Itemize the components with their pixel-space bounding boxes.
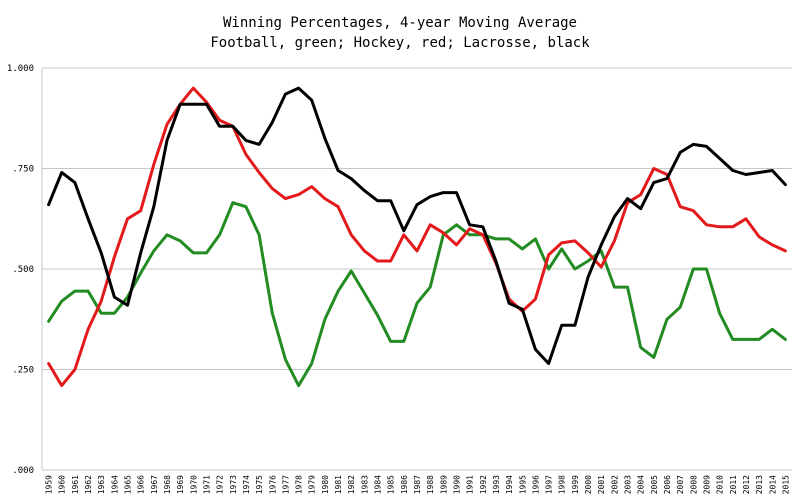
x-tick-label: 2002 [610,475,619,494]
x-tick-label: 1987 [413,475,422,494]
x-tick-label: 1962 [84,475,93,494]
x-tick-label: 2001 [597,475,606,494]
x-tick-label: 1984 [374,475,383,494]
x-tick-label: 1977 [281,475,290,494]
x-tick-label: 1996 [531,475,540,494]
chart-title: Winning Percentages, 4-year Moving Avera… [223,15,577,31]
x-tick-label: 1995 [518,475,527,494]
y-tick-label: .000 [12,466,34,476]
x-tick-label: 1986 [400,475,409,494]
x-tick-labels: 1959 1960 1961 1962 1963 1964 1965 1966 1967 1968… [45,475,791,494]
series-lines [47,86,787,388]
x-tick-label: 2014 [768,475,777,494]
y-tick-labels: .000 .250 .500 .750 1.000 [7,64,34,476]
series-line-0 [47,201,787,388]
y-tick-label: .500 [12,265,34,275]
x-tick-label: 2007 [676,475,685,494]
x-tick-label: 1972 [216,475,225,494]
x-tick-label: 2013 [755,475,764,494]
series-line-2 [47,86,787,365]
series-line-1 [47,86,787,388]
x-tick-label: 2004 [637,475,646,494]
x-tick-label: 2000 [584,475,593,494]
x-tick-label: 1985 [387,475,396,494]
x-tick-label: 1993 [492,475,501,494]
x-tick-label: 2012 [742,475,751,494]
x-tick-label: 1979 [308,475,317,494]
x-tick-label: 1959 [45,475,54,494]
chart-subtitle: Football, green; Hockey, red; Lacrosse, … [210,35,590,51]
x-tick-label: 1998 [558,475,567,494]
x-tick-label: 1981 [334,475,343,494]
x-tick-label: 1983 [360,475,369,494]
x-tick-label: 2008 [689,475,698,494]
x-tick-label: 1968 [163,475,172,494]
x-tick-label: 1974 [242,475,251,494]
x-tick-label: 1997 [545,475,554,494]
x-tick-label: 1990 [452,475,461,494]
x-tick-label: 1980 [321,475,330,494]
x-tick-label: 1966 [137,475,146,494]
x-tick-label: 2011 [729,475,738,494]
x-tick-label: 1992 [479,475,488,494]
x-tick-label: 1982 [347,475,356,494]
x-tick-label: 2006 [663,475,672,494]
x-tick-label: 2015 [781,475,790,494]
x-tick-label: 2010 [716,475,725,494]
x-tick-label: 1964 [110,475,119,494]
y-tick-label: .750 [12,165,34,175]
x-tick-label: 1976 [268,475,277,494]
x-tick-label: 1969 [176,475,185,494]
x-tick-label: 2005 [650,475,659,494]
x-tick-label: 1965 [124,475,133,494]
x-tick-label: 1994 [505,475,514,494]
x-tick-label: 1970 [189,475,198,494]
x-tick-label: 2009 [702,475,711,494]
x-tick-label: 1978 [295,475,304,494]
x-tick-label: 1960 [58,475,67,494]
x-tick-label: 1989 [439,475,448,494]
x-tick-label: 1963 [97,475,106,494]
x-tick-label: 1999 [571,475,580,494]
x-tick-label: 1975 [255,475,264,494]
x-tick-label: 1991 [466,475,475,494]
y-tick-label: 1.000 [7,64,34,74]
x-tick-label: 1973 [229,475,238,494]
x-tick-label: 1967 [150,475,159,494]
y-tick-label: .250 [12,366,34,376]
x-tick-label: 1961 [71,475,80,494]
x-tick-label: 2003 [624,475,633,494]
x-tick-label: 1988 [426,475,435,494]
grid-lines [41,67,792,471]
x-tick-label: 1971 [202,475,211,494]
